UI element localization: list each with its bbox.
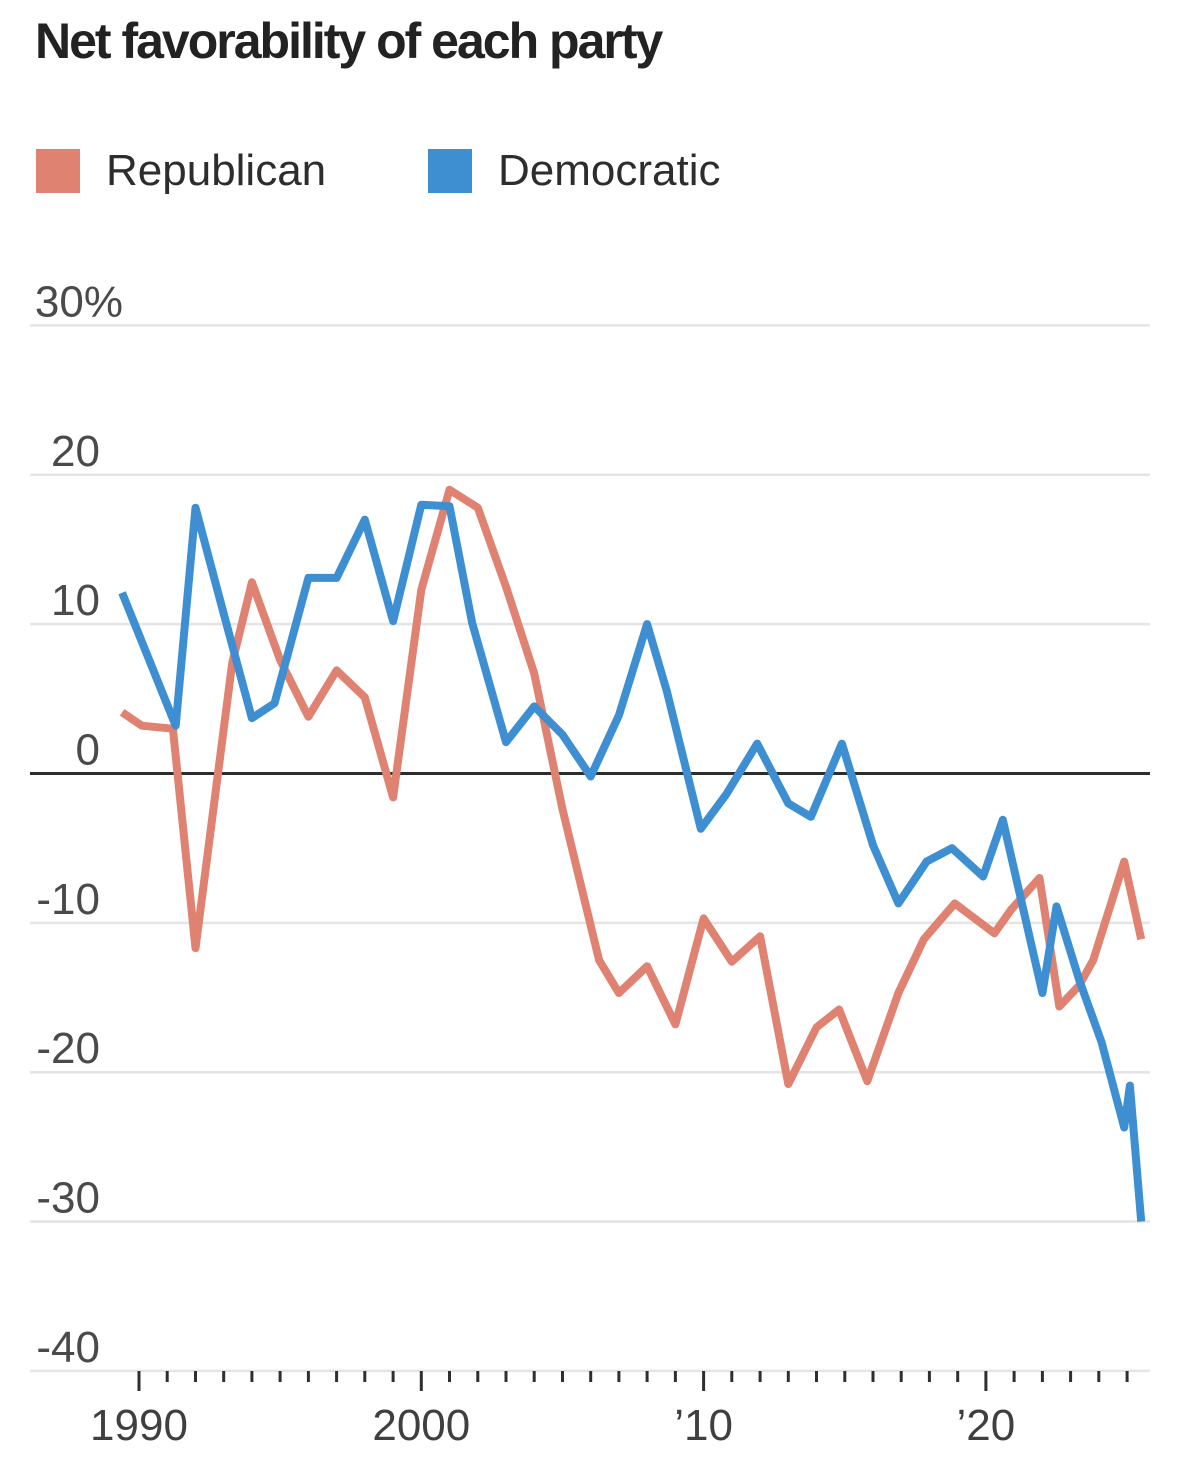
legend-label: Republican: [106, 146, 327, 195]
y-axis-label: 20: [51, 427, 100, 476]
chart-title: Net favorability of each party: [35, 13, 663, 69]
legend: Republican Democratic: [0, 146, 1179, 196]
x-axis-label: 1990: [90, 1401, 188, 1450]
x-axis-label: 2000: [372, 1401, 470, 1450]
y-axis-label: 30%: [35, 277, 123, 326]
y-axis-label: -20: [36, 1024, 100, 1073]
republican-line: [119, 485, 1146, 1089]
legend-item-democratic: Democratic: [428, 146, 721, 196]
x-axis-label: ’20: [957, 1401, 1016, 1450]
legend-label: Democratic: [498, 146, 721, 195]
democratic-line: [118, 500, 1146, 1222]
y-axis-label: 10: [51, 576, 100, 625]
x-axis-label: ’10: [674, 1401, 733, 1450]
y-axis-label: -10: [36, 875, 100, 924]
y-axis-label: -40: [36, 1323, 100, 1372]
legend-item-republican: Republican: [36, 146, 326, 196]
y-axis-label: 0: [76, 726, 100, 775]
democratic-swatch: [428, 149, 472, 193]
republican-swatch: [36, 149, 80, 193]
y-axis-label: -30: [36, 1174, 100, 1223]
